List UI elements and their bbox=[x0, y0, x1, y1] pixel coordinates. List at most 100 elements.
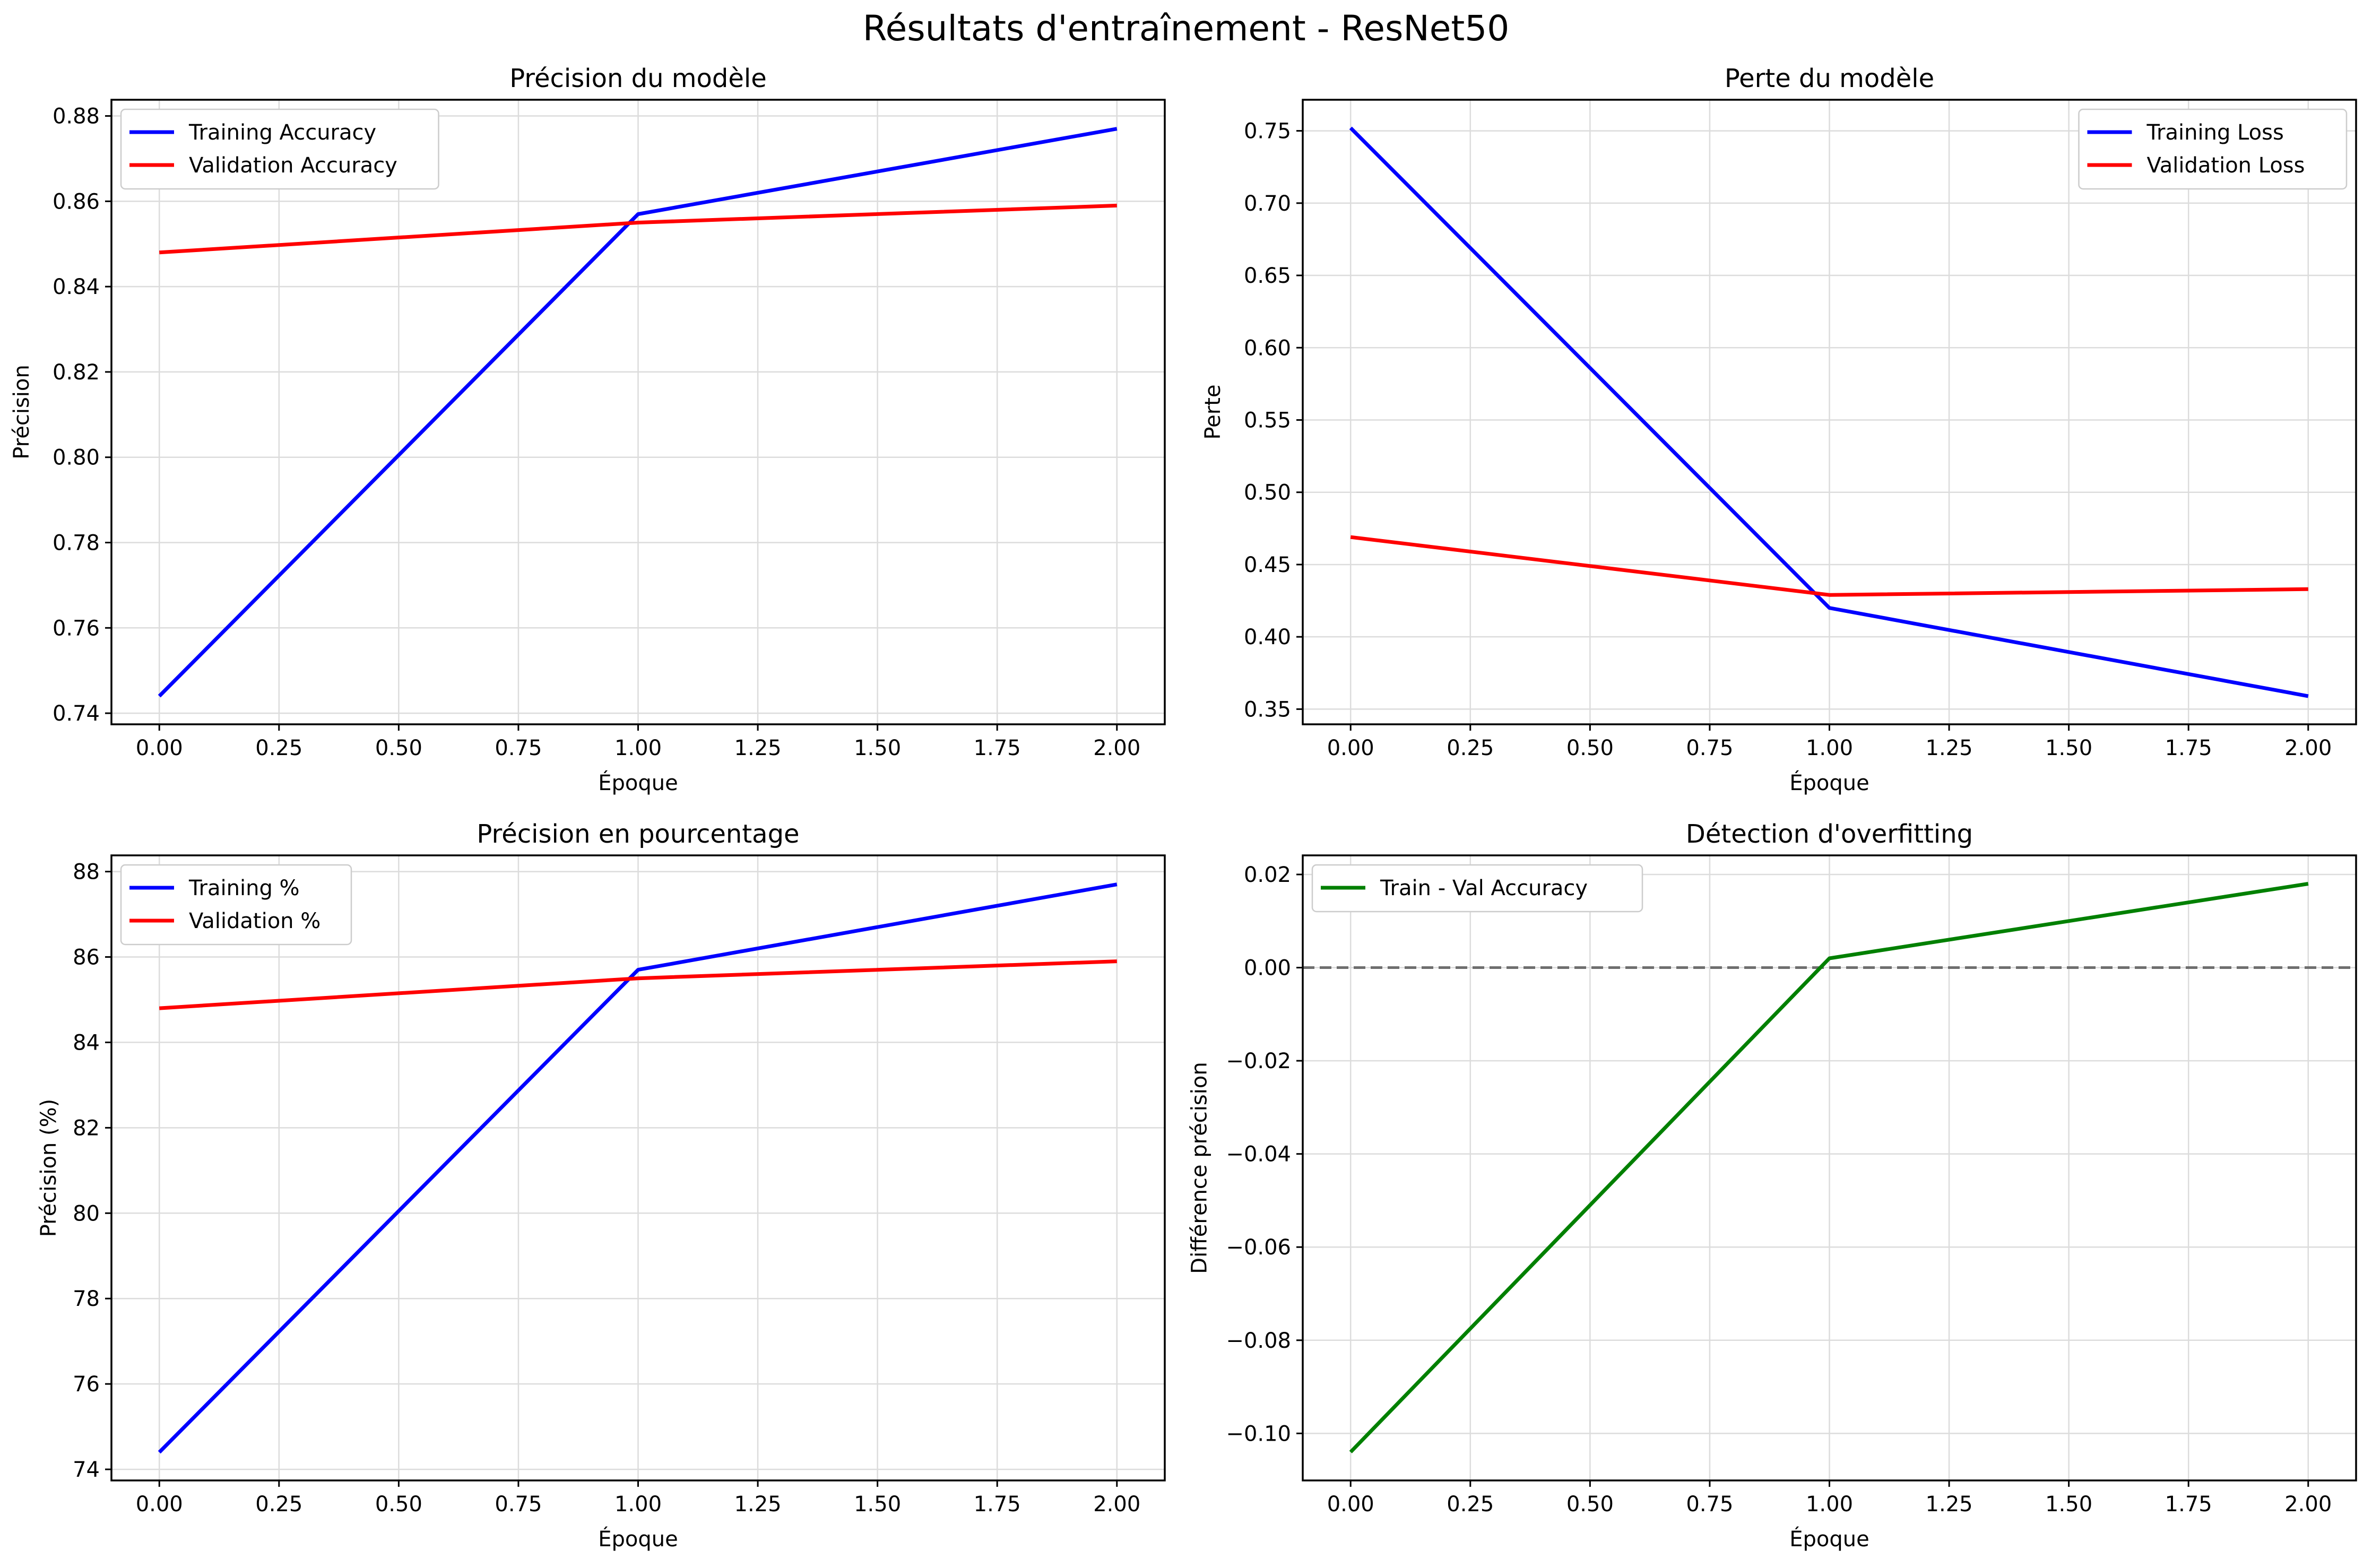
chart-panel-4: 0.00 0.25 0.50 0.75 1.00 1.25 1.50 1.75 2.00 −0.1… bbox=[1188, 819, 2357, 1552]
y-tick-label: −0.04 bbox=[1226, 1142, 1291, 1167]
series-line-training bbox=[158, 882, 1118, 1454]
y-tick-label: 0.70 bbox=[1244, 192, 1291, 216]
x-tick-label: 0.00 bbox=[1327, 1492, 1374, 1517]
y-tick-label: 86 bbox=[73, 946, 100, 970]
legend-label: Training Accuracy bbox=[188, 120, 376, 145]
legend-label: Training Loss bbox=[2146, 120, 2284, 145]
y-tick-label: 0.82 bbox=[53, 360, 100, 385]
x-tick-label: 0.75 bbox=[495, 736, 542, 760]
legend-box bbox=[120, 864, 352, 946]
x-axis-label: Époque bbox=[1789, 770, 1869, 795]
x-tick-label: 0.00 bbox=[136, 1492, 183, 1517]
series-line-validation-loss bbox=[1350, 535, 2308, 597]
series-line-train-val-accuracy bbox=[1349, 882, 2309, 1453]
legend: Train - Val Accuracy bbox=[1311, 864, 1643, 913]
x-tick-label: 0.25 bbox=[1447, 1492, 1494, 1517]
y-tick-label: 0.35 bbox=[1244, 697, 1291, 722]
chart-panel-2: 0.00 0.25 0.50 0.75 1.00 1.25 1.50 1.75 2.00 0.35… bbox=[1201, 64, 2357, 795]
legend-box bbox=[1311, 864, 1643, 913]
x-tick-label: 1.00 bbox=[1806, 736, 1853, 760]
y-tick-label: 0.80 bbox=[53, 446, 100, 470]
y-tick-label: −0.10 bbox=[1226, 1422, 1291, 1446]
y-tick-label: 0.84 bbox=[53, 275, 100, 299]
x-tick-label: 0.50 bbox=[1566, 736, 1614, 760]
y-tick-label: 76 bbox=[73, 1372, 100, 1397]
x-tick-label: 1.75 bbox=[2165, 1492, 2212, 1517]
x-tick-label: 0.50 bbox=[1566, 1492, 1614, 1517]
chart-title: Détection d'overfitting bbox=[1686, 819, 1973, 849]
x-tick-label: 1.50 bbox=[854, 1492, 901, 1517]
x-tick-label: 0.25 bbox=[255, 736, 302, 760]
legend: Training Loss Validation Loss bbox=[2078, 108, 2348, 190]
y-tick-label: 84 bbox=[73, 1030, 100, 1055]
x-tick-label: 1.75 bbox=[2165, 736, 2212, 760]
x-tick-label: 1.75 bbox=[974, 736, 1021, 760]
y-tick-label: 0.75 bbox=[1244, 119, 1291, 144]
chart-title: Perte du modèle bbox=[1725, 64, 1934, 93]
legend-label: Validation Loss bbox=[2147, 153, 2305, 178]
x-tick-label: 0.50 bbox=[375, 736, 422, 760]
y-axis-label: Différence précision bbox=[1188, 1062, 1212, 1274]
chart-title: Précision du modèle bbox=[509, 64, 767, 93]
x-tick-label: 1.25 bbox=[734, 1492, 782, 1517]
x-axis-label: Époque bbox=[1789, 1526, 1869, 1552]
y-tick-label: 0.86 bbox=[53, 189, 100, 214]
x-tick-label: 2.00 bbox=[2284, 736, 2332, 760]
y-tick-label: 0.60 bbox=[1244, 336, 1291, 360]
x-tick-label: 1.25 bbox=[734, 736, 782, 760]
x-tick-label: 1.50 bbox=[2045, 736, 2092, 760]
x-tick-label: 0.50 bbox=[375, 1492, 422, 1517]
series-line-training-accuracy bbox=[158, 127, 1118, 698]
x-tick-label: 1.00 bbox=[614, 1492, 662, 1517]
x-axis-label: Époque bbox=[598, 1526, 678, 1552]
y-axis-label: Précision bbox=[10, 365, 34, 459]
x-axis-label: Époque bbox=[598, 770, 678, 795]
x-tick-label: 0.75 bbox=[1686, 1492, 1733, 1517]
y-axis-label: Perte bbox=[1201, 384, 1225, 439]
y-tick-label: 78 bbox=[73, 1287, 100, 1311]
legend-label: Validation % bbox=[189, 909, 321, 933]
x-tick-label: 0.75 bbox=[495, 1492, 542, 1517]
y-tick-label: −0.08 bbox=[1226, 1329, 1291, 1353]
legend-box bbox=[120, 108, 439, 190]
chart-panel-1: 0.00 0.25 0.50 0.75 1.00 1.25 1.50 1.75 2.00 0.74… bbox=[10, 64, 1166, 795]
x-tick-label: 1.75 bbox=[974, 1492, 1021, 1517]
x-tick-label: 0.75 bbox=[1686, 736, 1733, 760]
legend-label: Train - Val Accuracy bbox=[1380, 876, 1588, 900]
y-tick-label: 0.50 bbox=[1244, 481, 1291, 505]
series-line-validation-accuracy bbox=[159, 203, 1117, 255]
y-tick-label: 0.00 bbox=[1244, 956, 1291, 981]
x-tick-label: 1.25 bbox=[1926, 1492, 1973, 1517]
y-tick-label: 0.45 bbox=[1244, 553, 1291, 577]
series-line-training-loss bbox=[1349, 126, 2309, 698]
y-tick-label: −0.06 bbox=[1226, 1235, 1291, 1260]
x-tick-label: 1.50 bbox=[2045, 1492, 2092, 1517]
chart-title: Précision en pourcentage bbox=[477, 819, 799, 849]
y-axis-label: Précision (%) bbox=[37, 1099, 61, 1237]
y-tick-label: 80 bbox=[73, 1201, 100, 1226]
y-tick-label: 74 bbox=[73, 1458, 100, 1482]
y-tick-label: 0.02 bbox=[1244, 863, 1291, 887]
x-tick-label: 1.00 bbox=[1806, 1492, 1853, 1517]
y-tick-label: 88 bbox=[73, 860, 100, 885]
x-tick-label: 1.25 bbox=[1926, 736, 1973, 760]
legend-box bbox=[2078, 108, 2348, 190]
x-tick-label: 1.00 bbox=[614, 736, 662, 760]
legend: Training Accuracy Validation Accuracy bbox=[120, 108, 439, 190]
y-tick-label: 0.88 bbox=[53, 105, 100, 129]
legend: Training % Validation % bbox=[120, 864, 352, 946]
x-tick-label: 2.00 bbox=[1093, 736, 1140, 760]
x-tick-label: 2.00 bbox=[1093, 1492, 1140, 1517]
legend-label: Training % bbox=[188, 876, 300, 900]
y-tick-label: 0.74 bbox=[53, 701, 100, 726]
x-tick-label: 0.00 bbox=[1327, 736, 1374, 760]
y-tick-label: 0.55 bbox=[1244, 408, 1291, 432]
figure-suptitle: Résultats d'entraînement - ResNet50 bbox=[863, 8, 1509, 49]
legend-label: Validation Accuracy bbox=[189, 153, 397, 178]
y-tick-label: 0.78 bbox=[53, 531, 100, 556]
x-tick-label: 0.00 bbox=[136, 736, 183, 760]
x-tick-label: 2.00 bbox=[2284, 1492, 2332, 1517]
y-tick-label: 0.40 bbox=[1244, 625, 1291, 649]
x-tick-label: 0.25 bbox=[1447, 736, 1494, 760]
